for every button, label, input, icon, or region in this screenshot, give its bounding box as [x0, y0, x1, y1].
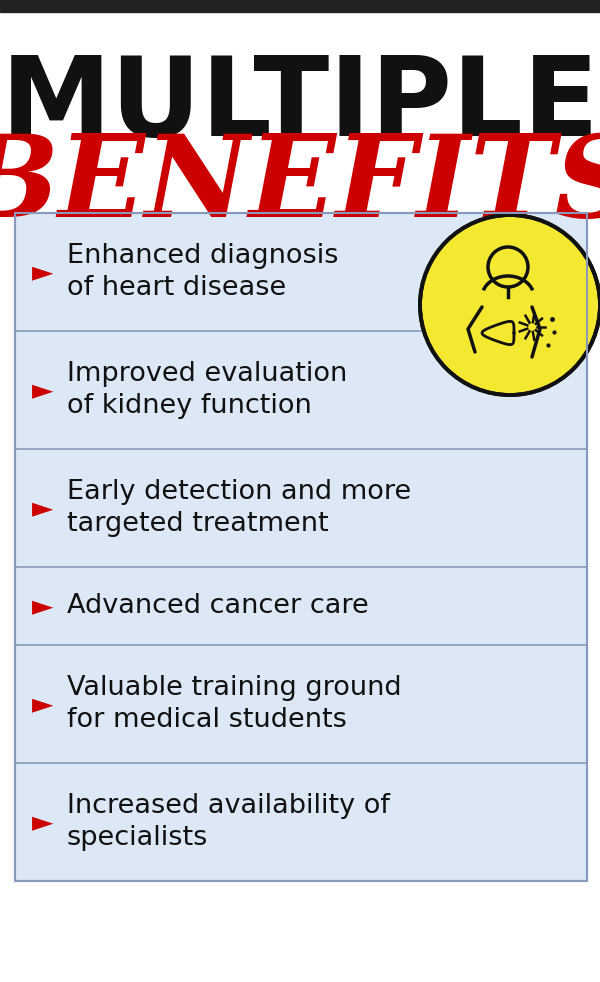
Text: Improved evaluation
of kidney function: Improved evaluation of kidney function [67, 361, 347, 419]
Text: Valuable training ground
for medical students: Valuable training ground for medical stu… [67, 675, 401, 733]
Text: ►: ► [32, 808, 53, 836]
Text: Increased availability of
specialists: Increased availability of specialists [67, 793, 390, 851]
Text: ►: ► [32, 690, 53, 718]
Bar [15, 213, 587, 881]
Circle shape [488, 247, 528, 287]
Text: ►: ► [32, 376, 53, 404]
Text: BENEFITS: BENEFITS [0, 130, 600, 241]
Circle shape [420, 215, 600, 395]
Bar [15, 213, 587, 881]
Text: ►: ► [32, 592, 53, 620]
Text: ►: ► [32, 258, 53, 286]
Text: Advanced cancer care: Advanced cancer care [67, 593, 369, 619]
Text: Early detection and more
targeted treatment: Early detection and more targeted treatm… [67, 479, 411, 537]
Text: Enhanced diagnosis
of heart disease: Enhanced diagnosis of heart disease [67, 243, 338, 301]
Text: MULTIPLE: MULTIPLE [1, 51, 599, 158]
Bar [0, 0, 600, 12]
Text: ►: ► [32, 494, 53, 522]
